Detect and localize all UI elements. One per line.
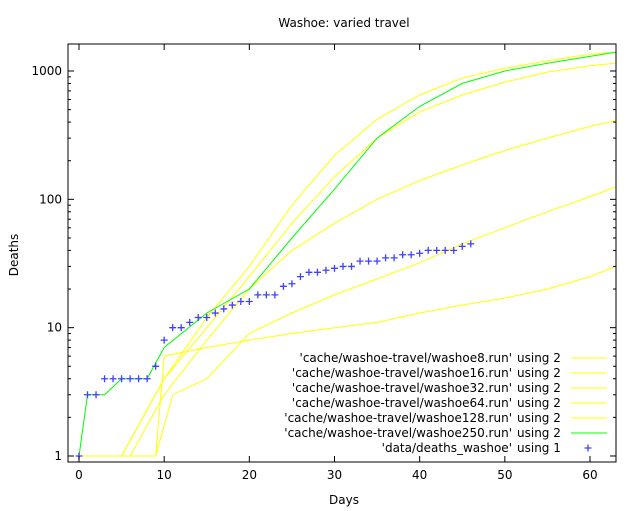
data-point: [313, 268, 321, 276]
data-point: [441, 246, 449, 254]
data-point: [424, 246, 432, 254]
x-tick-label: 50: [497, 468, 512, 482]
legend-file-label: 'cache/washoe-travel/washoe16.run': [292, 366, 512, 380]
data-point: [339, 262, 347, 270]
data-point: [279, 282, 287, 290]
y-tick-label: 100: [39, 192, 62, 206]
legend-file-label: 'cache/washoe-travel/washoe8.run': [300, 351, 512, 365]
legend-file-label: 'cache/washoe-travel/washoe250.run': [284, 426, 512, 440]
legend: 'cache/washoe-travel/washoe8.run' using 2…: [284, 351, 607, 455]
legend-using-label: using 2: [517, 351, 561, 365]
data-point: [331, 264, 338, 272]
data-point: [348, 262, 356, 270]
x-tick-label: 10: [157, 468, 172, 482]
data-point: [416, 249, 424, 257]
legend-file-label: 'cache/washoe-travel/washoe32.run': [292, 381, 512, 395]
data-point: [220, 305, 228, 313]
y-axis-label: Deaths: [7, 234, 21, 277]
data-point: [288, 280, 296, 288]
legend-file-label: 'cache/washoe-travel/washoe64.run': [292, 396, 512, 410]
data-point: [390, 254, 398, 262]
series-line-3: [79, 62, 616, 457]
data-point: [296, 273, 304, 281]
data-point: [186, 318, 194, 326]
data-point: [101, 375, 109, 383]
data-point: [118, 375, 126, 383]
series-line-2: [79, 120, 616, 457]
legend-using-label: using 2: [517, 381, 561, 395]
data-point: [373, 257, 381, 265]
data-point: [152, 362, 160, 370]
data-point: [399, 251, 407, 259]
series-line-5: [78, 51, 616, 457]
legend-swatch-point: [584, 444, 592, 452]
data-point: [262, 291, 270, 299]
data-point: [194, 314, 202, 322]
data-point: [143, 375, 151, 383]
data-point: [237, 297, 245, 305]
data-point: [305, 268, 313, 276]
data-point: [433, 246, 441, 254]
series-line-0: [79, 265, 616, 457]
data-point: [356, 257, 364, 265]
data-point: [169, 324, 177, 332]
data-point: [322, 266, 330, 274]
x-tick-label: 60: [582, 468, 597, 482]
y-tick-label: 1000: [31, 64, 62, 78]
data-point: [92, 391, 100, 399]
legend-file-label: 'cache/washoe-travel/washoe128.run': [284, 411, 512, 425]
data-point: [245, 297, 253, 305]
data-point: [407, 251, 415, 259]
data-point: [160, 336, 168, 344]
data-point: [458, 242, 466, 250]
y-tick-label: 1: [54, 449, 62, 463]
data-point: [467, 240, 475, 248]
plot-frame: [67, 43, 617, 463]
data-point: [84, 391, 92, 399]
legend-using-label: using 2: [517, 411, 561, 425]
data-point: [365, 257, 373, 265]
data-point: [177, 324, 185, 332]
data-point: [450, 246, 458, 254]
series-line-4: [79, 51, 616, 457]
data-point: [254, 291, 262, 299]
data-point: [211, 309, 219, 317]
data-point: [109, 375, 117, 383]
data-point: [135, 375, 143, 383]
legend-using-label: using 2: [517, 366, 561, 380]
data-point: [228, 301, 236, 309]
x-tick-label: 0: [75, 468, 83, 482]
x-tick-label: 30: [327, 468, 342, 482]
data-point: [382, 254, 390, 262]
legend-using-label: using 1: [517, 441, 561, 455]
legend-using-label: using 2: [517, 426, 561, 440]
x-axis-label: Days: [329, 493, 359, 507]
y-tick-label: 10: [47, 321, 62, 335]
data-point: [203, 314, 211, 322]
plot-area: [75, 51, 616, 460]
chart-title: Washoe: varied travel: [278, 16, 409, 30]
x-tick-label: 20: [242, 468, 257, 482]
series-line-1: [79, 186, 616, 457]
legend-file-label: 'data/deaths_washoe': [382, 441, 512, 455]
data-point: [126, 375, 134, 383]
legend-using-label: using 2: [517, 396, 561, 410]
data-point: [271, 291, 279, 299]
x-tick-label: 40: [412, 468, 427, 482]
